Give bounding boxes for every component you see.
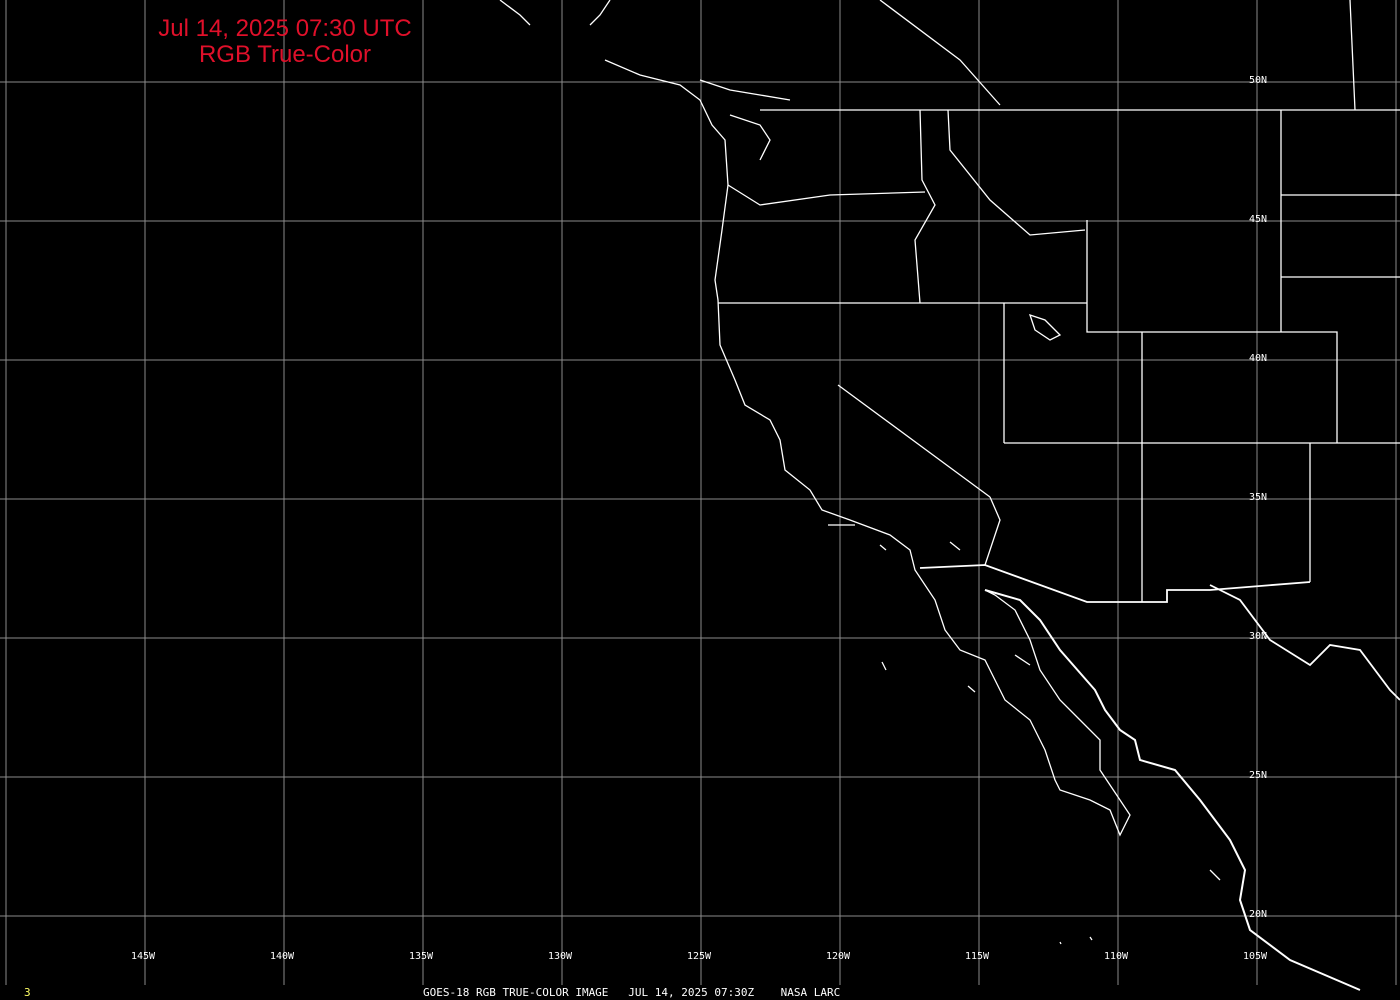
latitude-label: 50N	[1249, 75, 1268, 86]
latitude-label: 40N	[1249, 353, 1268, 364]
latitude-label: 25N	[1249, 770, 1268, 781]
great-salt-lake	[1028, 313, 1062, 341]
baja-islands	[881, 654, 1221, 945]
us-mexico-border	[919, 564, 1400, 701]
longitude-label: 120W	[826, 951, 851, 962]
latitude-label: 35N	[1249, 492, 1268, 503]
longitude-label: 140W	[270, 951, 295, 962]
longitude-label: 110W	[1104, 951, 1129, 962]
longitude-label: 105W	[1243, 951, 1268, 962]
state-borders	[718, 109, 1400, 602]
coastlines-and-borders	[499, 0, 1400, 991]
map-title-datetime: Jul 14, 2025 07:30 UTC	[158, 15, 412, 42]
longitude-label: 145W	[131, 951, 156, 962]
west-coast-coastline	[604, 59, 1131, 837]
channel-islands	[828, 524, 961, 551]
mexico-mainland-coastline	[984, 589, 1361, 991]
latitude-label: 20N	[1249, 909, 1268, 920]
puget-sound-coastline	[499, 0, 791, 161]
longitude-label: 125W	[687, 951, 712, 962]
image-caption: GOES-18 RGB TRUE-COLOR IMAGE JUL 14, 202…	[423, 986, 841, 999]
map-title-product: RGB True-Color	[198, 41, 372, 68]
longitude-label: 130W	[548, 951, 573, 962]
frame-number: 3	[24, 986, 31, 999]
longitude-label: 115W	[965, 951, 990, 962]
latitude-label: 45N	[1249, 214, 1268, 225]
canada-province-lines	[879, 0, 1356, 111]
latitude-label: 30N	[1249, 631, 1268, 642]
longitude-label: 135W	[409, 951, 434, 962]
